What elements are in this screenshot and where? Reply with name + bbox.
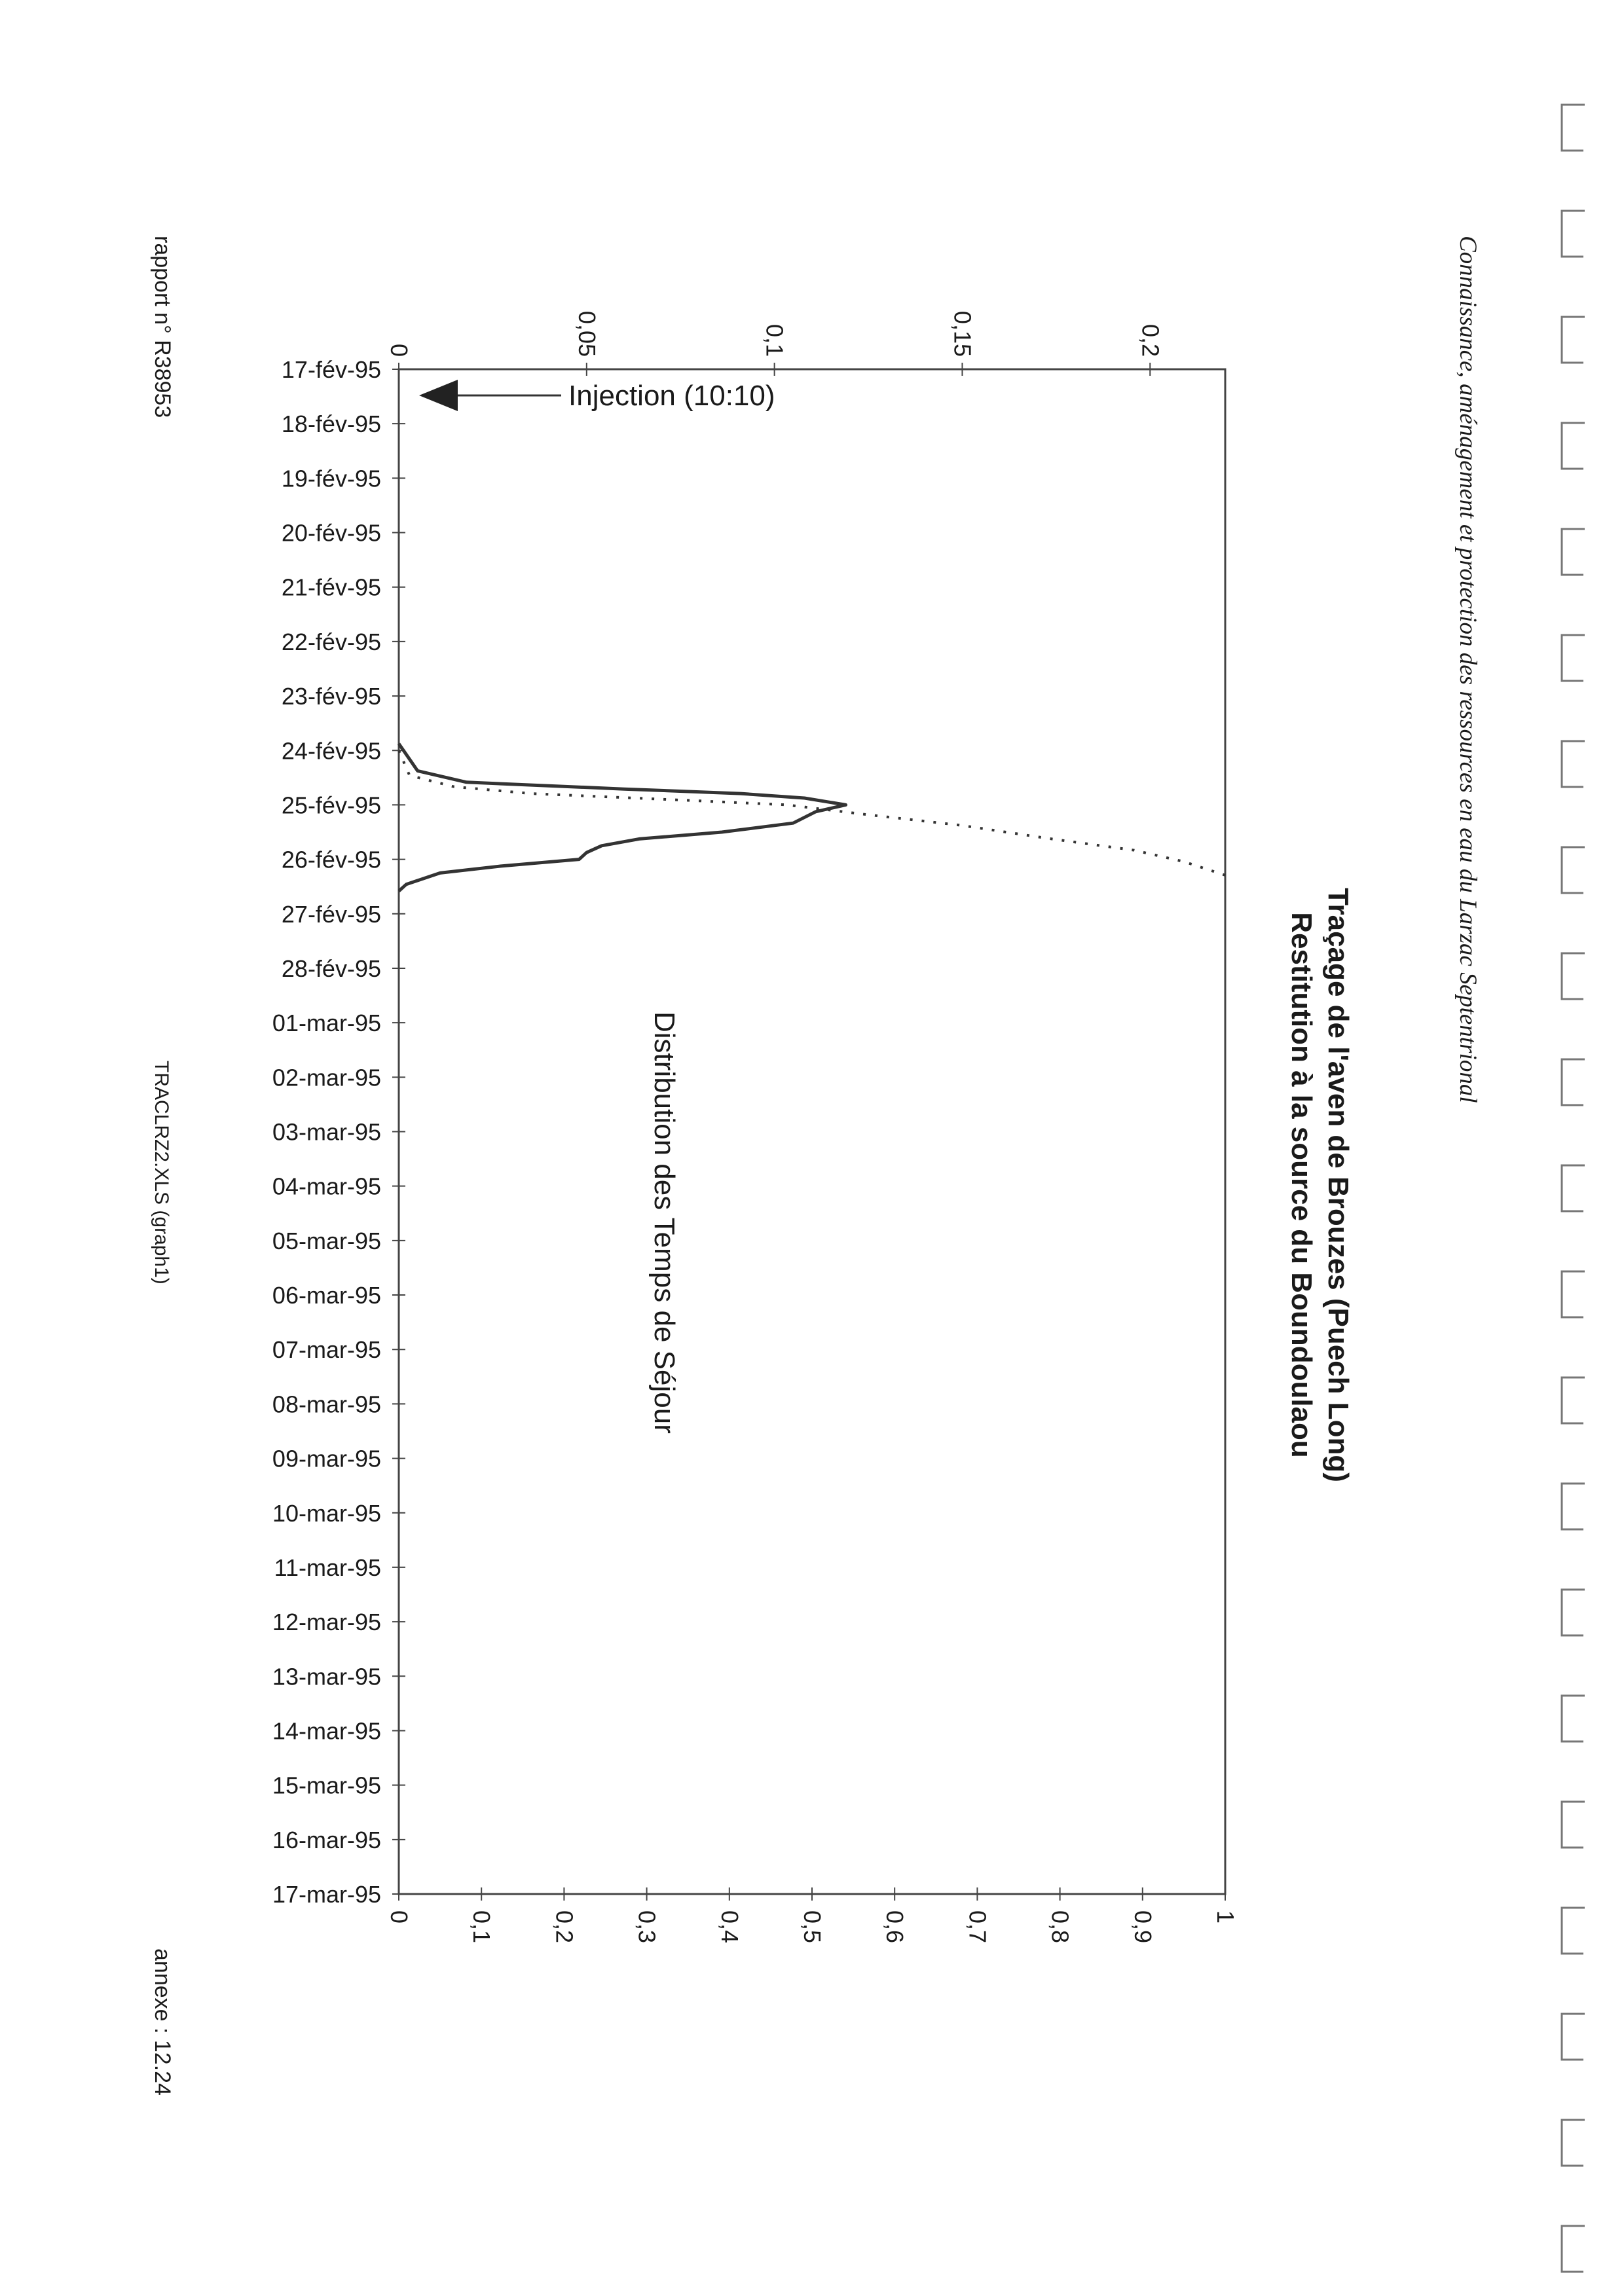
binding-hole-icon (1560, 2225, 1585, 2273)
x-tick-label: 20-fév-95 (282, 520, 381, 547)
x-tick-label: 03-mar-95 (272, 1119, 381, 1146)
x-tick-label: 12-mar-95 (272, 1609, 381, 1635)
binding-hole-icon (1560, 740, 1585, 788)
binding-hole-icon (1560, 952, 1585, 1000)
x-tick-label: 27-fév-95 (282, 901, 381, 928)
y2-tick-label: 0,1 (468, 1910, 495, 1943)
y2-tick-label: 0 (386, 1910, 413, 1923)
x-tick-label: 08-mar-95 (272, 1391, 381, 1417)
x-tick-label: 11-mar-95 (274, 1554, 381, 1581)
x-tick-label: 15-mar-95 (272, 1772, 381, 1799)
y-tick-label: 0,15 (949, 311, 976, 357)
file-name: TRACLRZ2.XLS (graph1) (151, 1061, 172, 1285)
binding-hole-icon (1560, 1058, 1585, 1106)
chart-subtitle: Restitution à la source du Boundoulaou (1285, 912, 1318, 1458)
chart-title: Traçage de l'aven de Brouzes (Puech Long… (1322, 888, 1354, 1482)
y2-tick-label: 0,6 (881, 1910, 908, 1943)
binding-hole-icon (1560, 846, 1585, 894)
distribution-label: Distribution des Temps de Séjour (648, 1011, 680, 1434)
binding-hole-icon (1560, 1164, 1585, 1212)
y2-tick-label: 0,2 (551, 1910, 578, 1943)
binding-hole-icon (1560, 528, 1585, 576)
binding-hole-icon (1560, 634, 1585, 682)
injection-arrow-icon (419, 380, 458, 411)
x-tick-label: 07-mar-95 (272, 1336, 381, 1363)
binding-hole-icon (1560, 1906, 1585, 1955)
x-tick-label: 26-fév-95 (282, 847, 381, 873)
y-tick-label: 0,1 (762, 324, 788, 357)
y2-tick-label: 1 (1212, 1910, 1239, 1923)
x-tick-label: 19-fév-95 (282, 465, 381, 492)
x-tick-label: 14-mar-95 (272, 1717, 381, 1744)
x-tick-label: 17-mar-95 (272, 1881, 381, 1908)
concentration-solid-line (397, 742, 848, 892)
injection-label: Injection (10:10) (568, 380, 775, 412)
binding-hole-icon (1560, 422, 1585, 470)
injection-annotation: Injection (10:10) (419, 380, 775, 412)
x-tick-label: 09-mar-95 (272, 1446, 381, 1472)
binding-hole-icon (1560, 1694, 1585, 1743)
annex-number: annexe : 12.24 (150, 1948, 175, 2096)
x-tick-label: 06-mar-95 (272, 1282, 381, 1309)
binding-hole-icon (1560, 2013, 1585, 2061)
x-tick-label: 25-fév-95 (282, 792, 381, 818)
binding-hole-icon (1560, 1800, 1585, 1849)
x-tick-label: 23-fév-95 (282, 683, 381, 710)
x-tick-label: 13-mar-95 (272, 1663, 381, 1690)
binding-hole-icon (1560, 103, 1585, 152)
x-tick-label: 05-mar-95 (272, 1228, 381, 1254)
y-tick-label: 0 (386, 344, 413, 357)
y2-tick-label: 0,5 (799, 1910, 826, 1943)
report-number: rapport n° R38953 (150, 236, 175, 418)
x-tick-label: 10-mar-95 (272, 1500, 381, 1527)
binding-hole-icon (1560, 1376, 1585, 1425)
page-header: Connaissance, aménagement et protection … (1454, 236, 1481, 1103)
x-tick-label: 21-fév-95 (282, 574, 381, 601)
y2-tick-label: 0,3 (634, 1910, 661, 1943)
binding-hole-icon (1560, 1482, 1585, 1531)
x-tick-label: 04-mar-95 (272, 1173, 381, 1200)
binding-hole-icon (1560, 1588, 1585, 1637)
binding-hole-icon (1560, 2119, 1585, 2167)
binding-hole-icon (1560, 210, 1585, 258)
binding-hole-icon (1560, 1270, 1585, 1319)
y-tick-label: 0,05 (574, 311, 600, 357)
x-tick-label: 24-fév-95 (282, 737, 381, 764)
axes: 17-fév-95 18-fév-95 19-fév-95 20-fév-95 21-f… (272, 311, 1239, 1943)
x-tick-label: 18-fév-95 (282, 410, 381, 437)
x-tick-label: 01-mar-95 (272, 1010, 381, 1036)
binding-hole-icon (1560, 316, 1585, 364)
plot-area (397, 368, 1227, 1895)
y2-tick-label: 0,8 (1047, 1910, 1074, 1943)
x-tick-label: 17-fév-95 (282, 356, 381, 383)
y-tick-label: 0,2 (1137, 324, 1164, 357)
x-tick-label: 22-fév-95 (282, 629, 381, 655)
x-tick-label: 16-mar-95 (272, 1827, 381, 1853)
y2-tick-label: 0,9 (1130, 1910, 1156, 1943)
x-tick-label: 02-mar-95 (272, 1064, 381, 1091)
y2-tick-label: 0,7 (964, 1910, 991, 1943)
y2-tick-label: 0,4 (716, 1910, 743, 1943)
binding-holes (1560, 103, 1585, 2273)
series-group (397, 742, 1226, 892)
x-tick-label: 28-fév-95 (282, 955, 381, 982)
